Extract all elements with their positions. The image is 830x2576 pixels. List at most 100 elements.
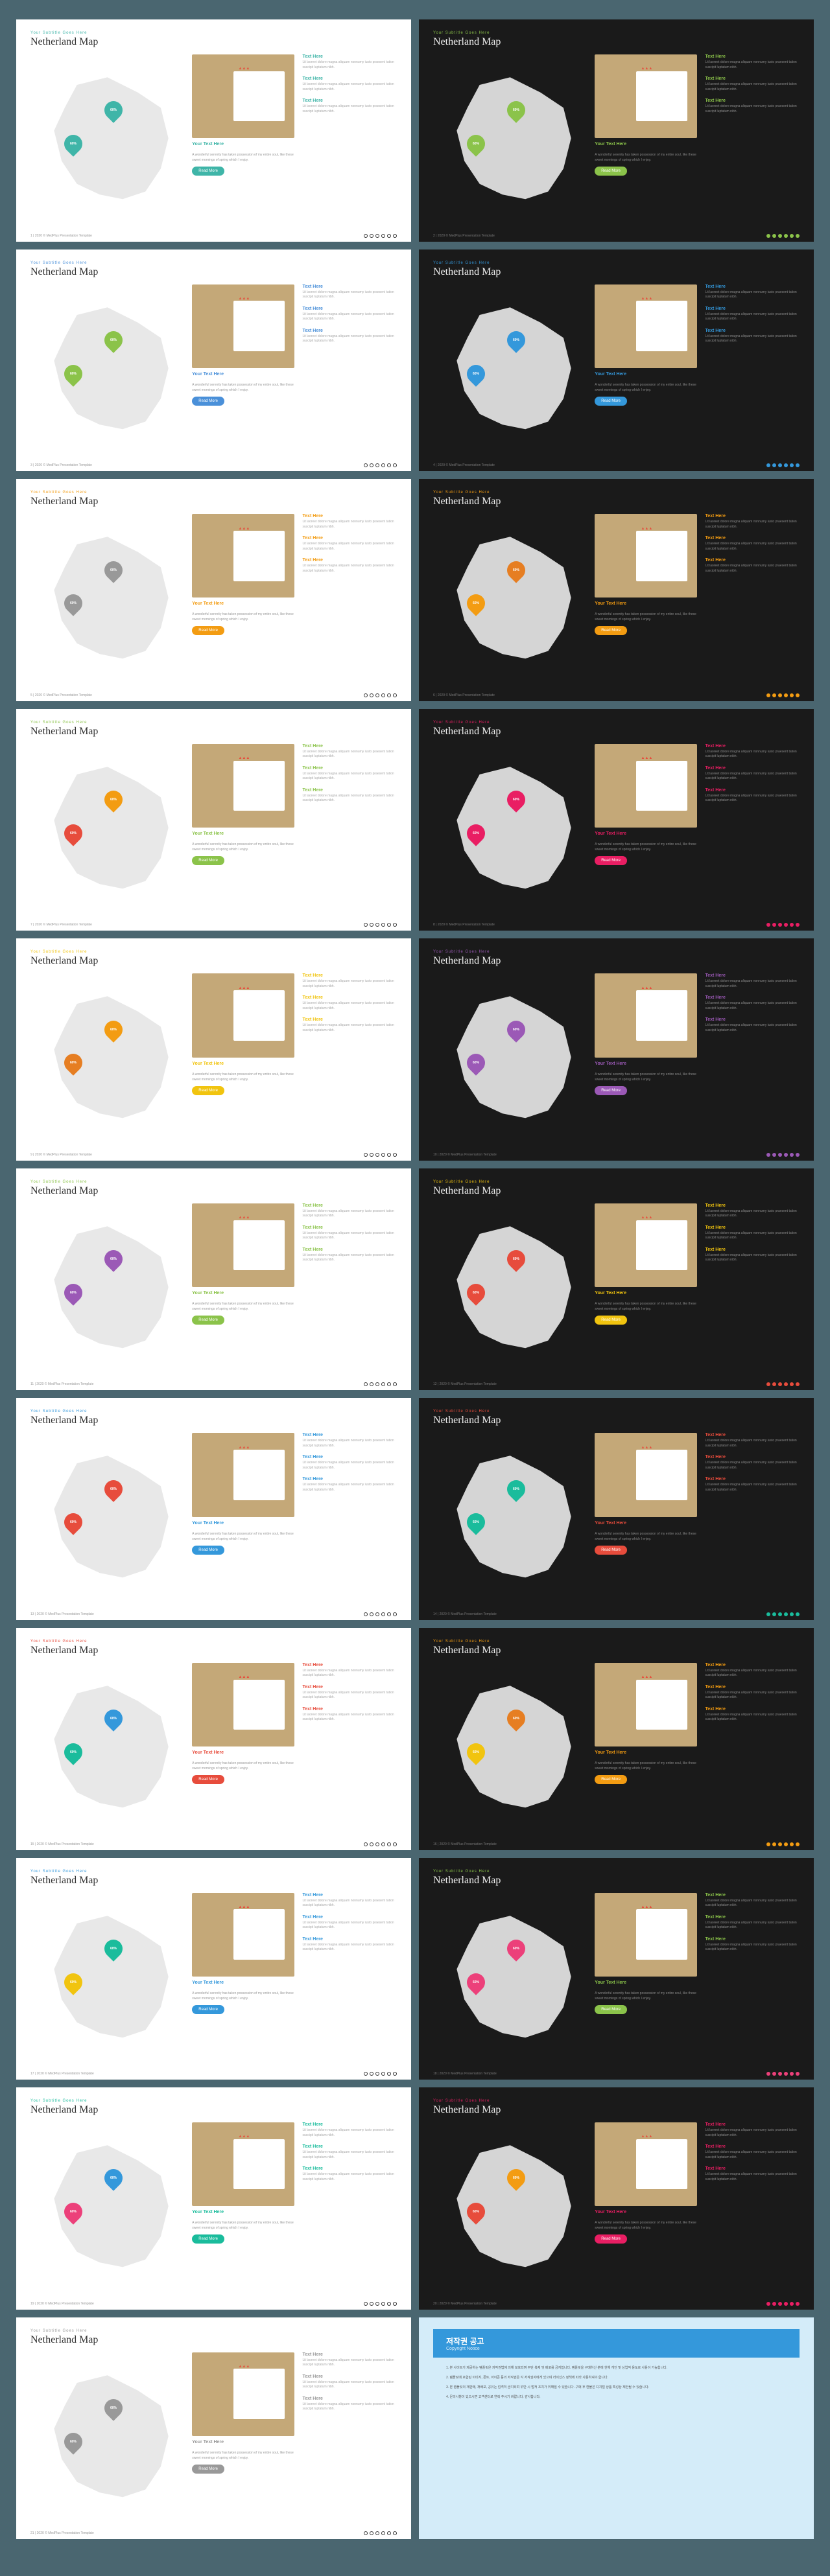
read-more-button[interactable]: Read More: [192, 1086, 224, 1095]
text-block: Text Here Lit laoreet dolore magna aliqu…: [705, 329, 800, 344]
slide-thumbnail[interactable]: Your Subtitle Goes Here Netherland Map 6…: [419, 938, 814, 1161]
slide-thumbnail[interactable]: Your Subtitle Goes Here Netherland Map 6…: [16, 2087, 411, 2310]
nav-dot: [778, 1382, 782, 1386]
text-body: Lit laoreet dolore magna aliquam nonnumy…: [302, 1921, 397, 1931]
slide-thumbnail[interactable]: Your Subtitle Goes Here Netherland Map 6…: [16, 479, 411, 701]
read-more-button[interactable]: Read More: [192, 856, 224, 865]
description-text: A wonderful serenity has taken possessio…: [595, 2220, 697, 2231]
text-block: Text Here Lit laoreet dolore magna aliqu…: [302, 558, 397, 574]
slide-thumbnail[interactable]: Your Subtitle Goes Here Netherland Map 6…: [16, 1168, 411, 1391]
map-pin-2: 60%: [104, 1480, 123, 1502]
read-more-button[interactable]: Read More: [595, 2005, 627, 2014]
slide-title: Netherland Map: [433, 496, 800, 507]
slide-thumbnail[interactable]: Your Subtitle Goes Here Netherland Map 6…: [16, 938, 411, 1161]
slide-thumbnail[interactable]: Your Subtitle Goes Here Netherland Map 6…: [419, 709, 814, 931]
nav-dot: [381, 2531, 385, 2535]
slide-thumbnail[interactable]: Your Subtitle Goes Here Netherland Map 6…: [419, 1168, 814, 1391]
read-more-button[interactable]: Read More: [595, 1775, 627, 1784]
slide-subtitle: Your Subtitle Goes Here: [30, 721, 397, 725]
nav-dot: [370, 2072, 374, 2076]
map-area: 60% 60%: [30, 514, 184, 682]
slide-thumbnail[interactable]: Your Subtitle Goes Here Netherland Map 6…: [16, 1398, 411, 1620]
photo-placeholder: ▲▲▲: [192, 2352, 294, 2436]
slide-thumbnail[interactable]: Your Subtitle Goes Here Netherland Map 6…: [16, 1628, 411, 1850]
nav-dot: [796, 234, 800, 238]
read-more-button[interactable]: Read More: [192, 1546, 224, 1555]
copyright-slide[interactable]: 저작권 공고 Copyright Notice 1. 본 사이트가 제공하는 템…: [419, 2317, 814, 2540]
map-area: 60% 60%: [433, 514, 587, 682]
slide-thumbnail[interactable]: Your Subtitle Goes Here Netherland Map 6…: [419, 1398, 814, 1620]
slide-thumbnail[interactable]: Your Subtitle Goes Here Netherland Map 6…: [16, 1858, 411, 2080]
read-more-button[interactable]: Read More: [595, 2234, 627, 2244]
read-more-button[interactable]: Read More: [595, 1316, 627, 1325]
slide-thumbnail[interactable]: Your Subtitle Goes Here Netherland Map 6…: [16, 249, 411, 472]
text-block: Text Here Lit laoreet dolore magna aliqu…: [302, 995, 397, 1011]
text-heading: Text Here: [705, 54, 800, 59]
nav-dots: [766, 1382, 800, 1386]
nav-dot: [796, 923, 800, 927]
text-heading: Text Here: [705, 99, 800, 103]
read-more-button[interactable]: Read More: [192, 167, 224, 176]
nav-dots: [364, 2531, 397, 2535]
read-more-button[interactable]: Read More: [192, 626, 224, 635]
slide-thumbnail[interactable]: Your Subtitle Goes Here Netherland Map 6…: [419, 1858, 814, 2080]
copyright-subtitle: Copyright Notice: [446, 2347, 787, 2351]
nav-dot: [370, 923, 374, 927]
read-more-button[interactable]: Read More: [595, 167, 627, 176]
nav-dot: [370, 1842, 374, 1846]
slide-thumbnail[interactable]: Your Subtitle Goes Here Netherland Map 6…: [16, 709, 411, 931]
footer-text: 13 | 2020 © MedPlus Presentation Templat…: [30, 1612, 94, 1616]
text-block: Text Here Lit laoreet dolore magna aliqu…: [705, 558, 800, 574]
slide-thumbnail[interactable]: Your Subtitle Goes Here Netherland Map 6…: [419, 1628, 814, 1850]
nav-dot: [364, 2072, 368, 2076]
text-heading: Text Here: [705, 1663, 800, 1667]
photo-placeholder: ▲▲▲: [192, 1433, 294, 1516]
description-text: A wonderful serenity has taken possessio…: [192, 1072, 294, 1082]
nav-dot: [778, 463, 782, 467]
slide-thumbnail[interactable]: Your Subtitle Goes Here Netherland Map 6…: [419, 2087, 814, 2310]
text-heading: Text Here: [705, 536, 800, 540]
slide-title: Netherland Map: [30, 2104, 397, 2116]
nav-dot: [375, 693, 379, 697]
slide-thumbnail[interactable]: Your Subtitle Goes Here Netherland Map 6…: [419, 479, 814, 701]
nav-dot: [790, 1612, 794, 1616]
nav-dots: [766, 693, 800, 697]
nav-dots: [364, 1382, 397, 1386]
read-more-button[interactable]: Read More: [595, 856, 627, 865]
read-more-button[interactable]: Read More: [192, 2465, 224, 2474]
text-body: Lit laoreet dolore magna aliquam nonnumy…: [705, 979, 800, 989]
text-heading: Text Here: [705, 1017, 800, 1022]
read-more-button[interactable]: Read More: [595, 1546, 627, 1555]
text-block: Text Here Lit laoreet dolore magna aliqu…: [302, 1893, 397, 1909]
text-body: Lit laoreet dolore magna aliquam nonnumy…: [302, 542, 397, 551]
nav-dot: [772, 463, 776, 467]
map-pin-1: 60%: [467, 824, 485, 846]
footer-text: 5 | 2020 © MedPlus Presentation Template: [30, 693, 92, 697]
nav-dot: [796, 693, 800, 697]
description-text: A wonderful serenity has taken possessio…: [595, 1072, 697, 1082]
text-block: Text Here Lit laoreet dolore magna aliqu…: [302, 54, 397, 70]
read-more-button[interactable]: Read More: [595, 397, 627, 406]
map-pin-1: 60%: [467, 1513, 485, 1535]
slide-thumbnail[interactable]: Your Subtitle Goes Here Netherland Map 6…: [419, 19, 814, 242]
read-more-button[interactable]: Read More: [192, 1775, 224, 1784]
text-body: Lit laoreet dolore magna aliquam nonnumy…: [302, 1461, 397, 1470]
text-heading: Text Here: [705, 1915, 800, 1920]
slide-thumbnail[interactable]: Your Subtitle Goes Here Netherland Map 6…: [419, 249, 814, 472]
map-area: 60% 60%: [30, 284, 184, 452]
text-block: Text Here Lit laoreet dolore magna aliqu…: [302, 99, 397, 114]
text-heading: Text Here: [302, 973, 397, 978]
read-more-button[interactable]: Read More: [192, 2234, 224, 2244]
read-more-button[interactable]: Read More: [192, 2005, 224, 2014]
read-more-button[interactable]: Read More: [595, 1086, 627, 1095]
description-text: A wonderful serenity has taken possessio…: [192, 2450, 294, 2461]
read-more-button[interactable]: Read More: [192, 1316, 224, 1325]
slide-thumbnail[interactable]: Your Subtitle Goes Here Netherland Map 6…: [16, 19, 411, 242]
text-block: Text Here Lit laoreet dolore magna aliqu…: [705, 1937, 800, 1953]
read-more-button[interactable]: Read More: [595, 626, 627, 635]
footer-text: 18 | 2020 © MedPlus Presentation Templat…: [433, 2072, 497, 2076]
nav-dot: [766, 234, 770, 238]
slide-thumbnail[interactable]: Your Subtitle Goes Here Netherland Map 6…: [16, 2317, 411, 2540]
read-more-button[interactable]: Read More: [192, 397, 224, 406]
text-block: Text Here Lit laoreet dolore magna aliqu…: [302, 307, 397, 322]
